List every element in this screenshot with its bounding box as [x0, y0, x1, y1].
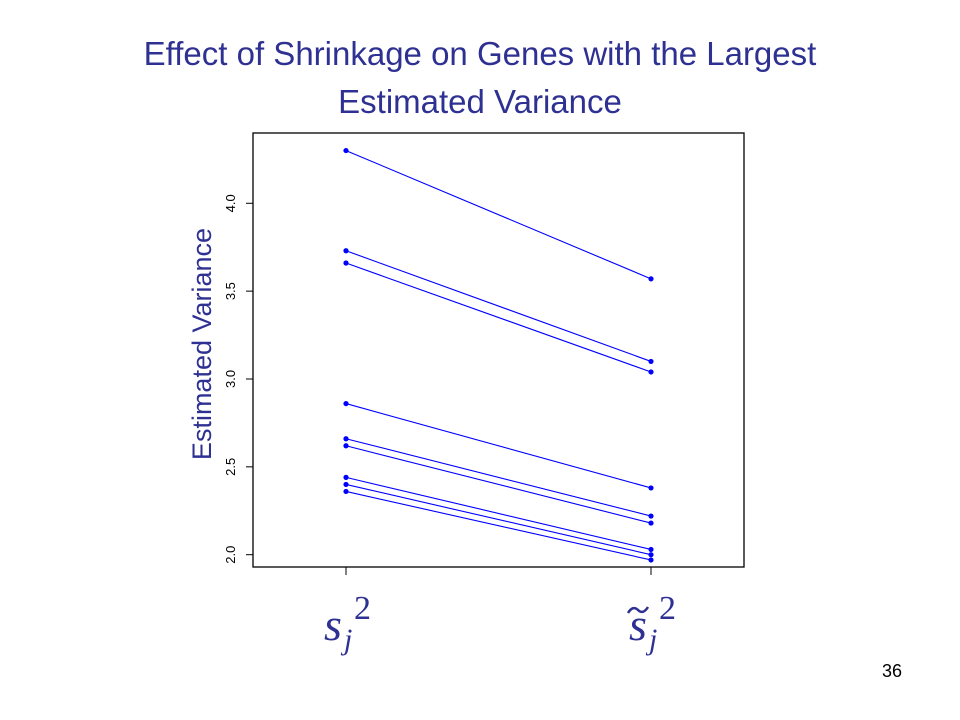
y-tick-label: 2.0: [223, 546, 238, 564]
data-point: [343, 443, 349, 449]
series-line: [345, 483, 652, 556]
data-point: [343, 400, 349, 407]
data-point: [648, 520, 654, 526]
data-point: [648, 546, 654, 553]
series-line: [345, 476, 652, 550]
math-superscript: 2: [354, 590, 371, 627]
y-tick-label: 3.5: [223, 282, 238, 300]
math-base: s: [324, 599, 342, 650]
y-tick-label: 4.0: [223, 194, 238, 212]
data-point: [648, 485, 654, 491]
y-axis: 2.0 2.5 3.0 3.5 4.0: [223, 194, 253, 564]
x-axis: s 2j s 2j: [324, 567, 676, 656]
series-line: [345, 438, 652, 517]
slide-title: Effect of Shrinkage on Genes with the La…: [40, 30, 920, 126]
math-superscript: 2: [659, 590, 676, 627]
data-point: [648, 513, 654, 519]
data-point: [648, 557, 654, 563]
data-point: [343, 436, 349, 442]
series-line: [345, 490, 652, 561]
data-point: [648, 358, 654, 365]
y-axis-label: Estimated Variance: [187, 228, 217, 460]
slide-number: 36: [881, 661, 902, 681]
series-line: [345, 150, 652, 280]
series-points: [343, 147, 654, 563]
data-point: [648, 276, 654, 282]
x-tick-label-s-tilde-j-squared: s 2j: [626, 590, 676, 656]
data-point: [343, 248, 349, 254]
tilde-accent: [626, 606, 650, 614]
plot-frame: [252, 132, 745, 568]
data-point: [648, 369, 654, 375]
y-tick-label: 2.5: [223, 458, 238, 476]
math-base: s: [629, 599, 647, 650]
data-point: [648, 552, 654, 558]
y-tick-label: 3.0: [223, 370, 238, 388]
slide-title-line-1: Effect of Shrinkage on Genes with the La…: [143, 35, 817, 72]
series-lines: [345, 150, 652, 561]
series-line: [345, 250, 652, 362]
data-point: [343, 488, 349, 495]
slide-title-line-2: Estimated Variance: [338, 83, 622, 120]
math-subscript: j: [645, 623, 657, 656]
x-tick-label-s-j-squared: s 2j: [324, 590, 371, 656]
data-point: [343, 260, 349, 266]
data-point: [343, 474, 349, 480]
math-subscript: j: [340, 623, 352, 656]
series-line: [345, 445, 652, 524]
data-point: [343, 147, 349, 154]
series-line: [345, 262, 652, 373]
data-point: [343, 481, 349, 488]
series-line: [345, 403, 652, 489]
